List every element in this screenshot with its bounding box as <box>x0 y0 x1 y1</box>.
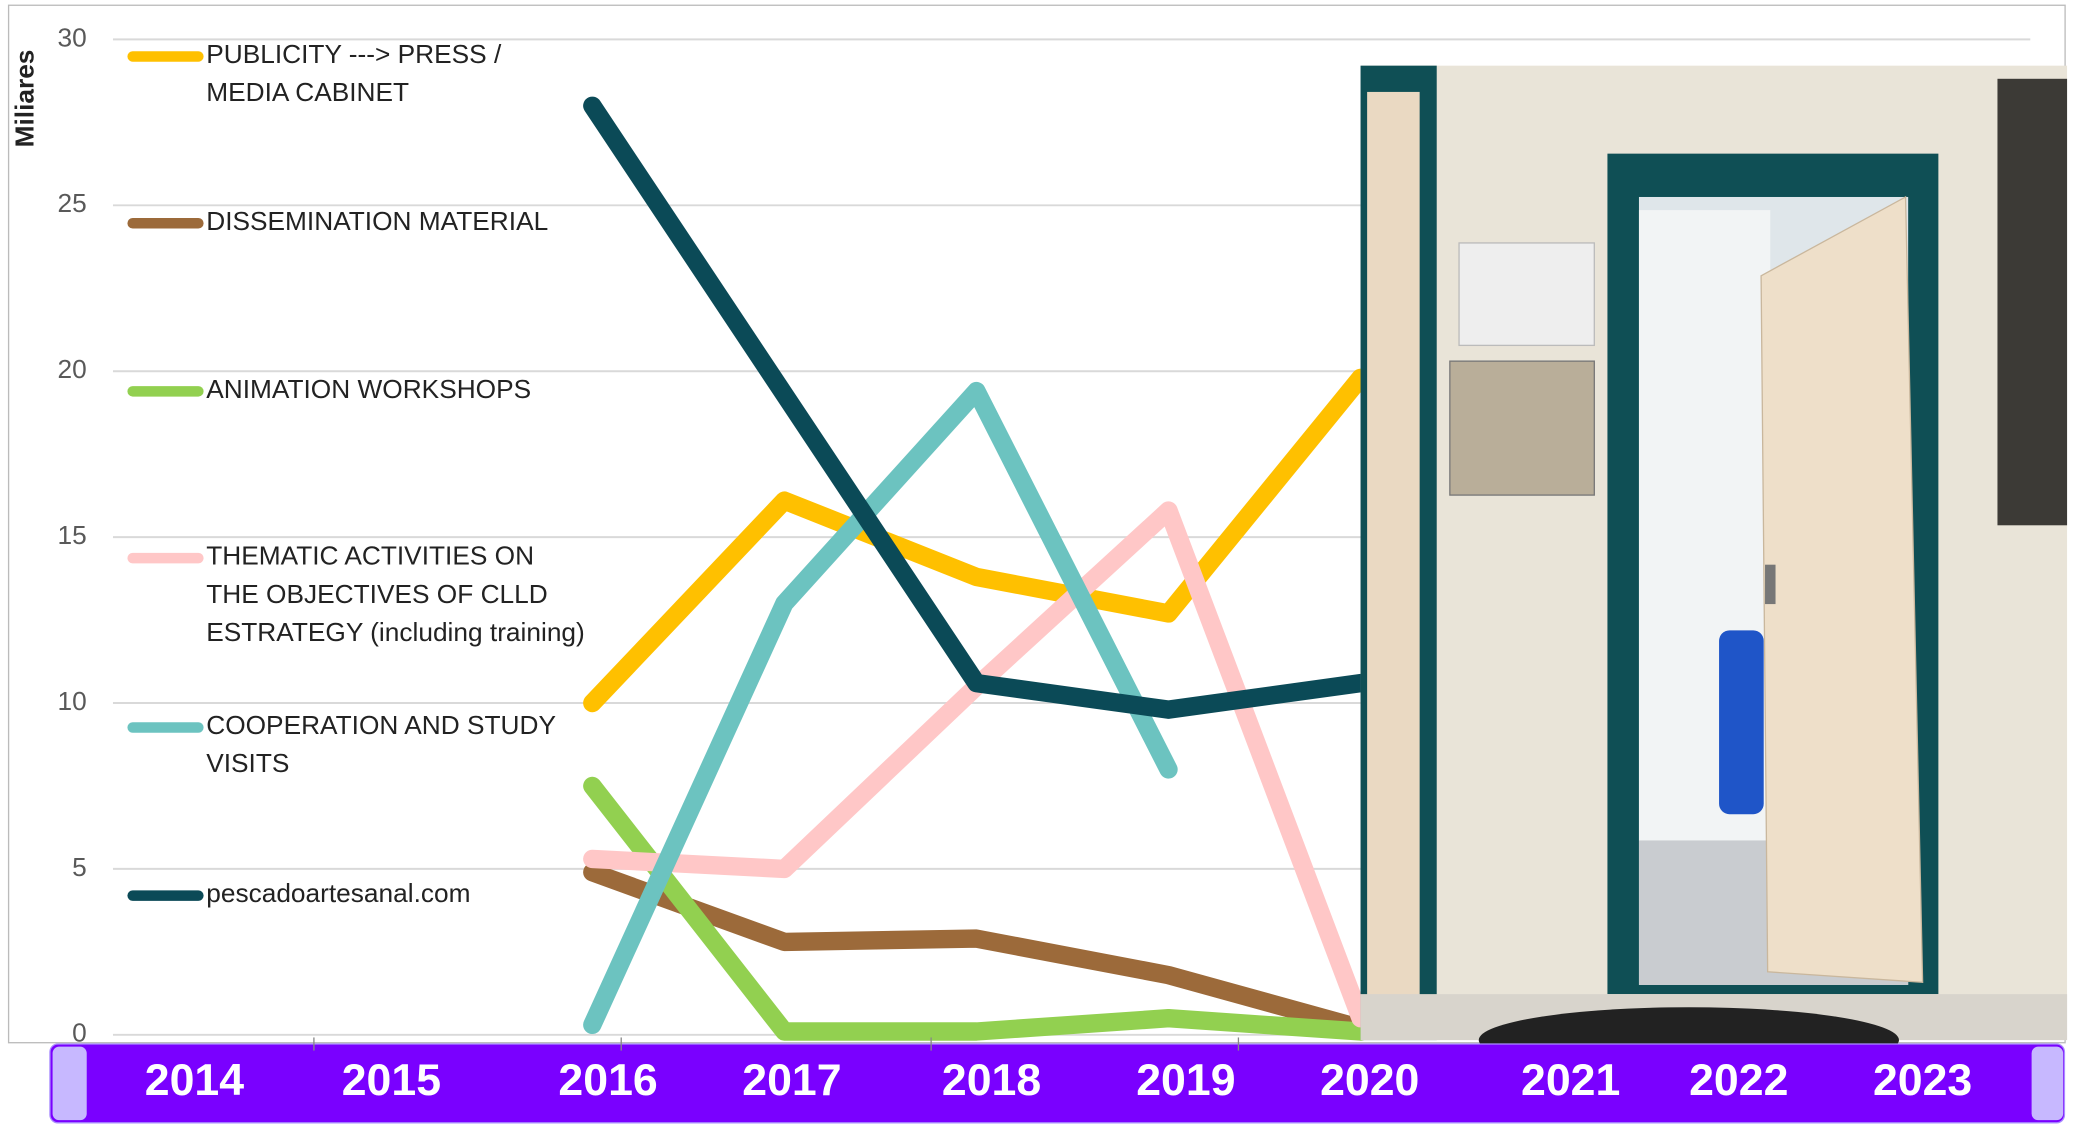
series-line <box>583 381 1178 1035</box>
timeline-bar <box>49 1043 2066 1124</box>
y-tick-label: 15 <box>58 520 87 550</box>
legend-label: pescadoartesanal.com <box>206 879 471 909</box>
timeline-year[interactable]: 2021 <box>1521 1056 1620 1105</box>
y-axis-title: Miliares <box>9 50 39 148</box>
legend-label: ANIMATION WORKSHOPS <box>206 375 532 405</box>
legend-entry: THEMATIC ACTIVITIES ON THE OBJECTIVES OF… <box>206 542 585 648</box>
series-line <box>583 863 1370 1038</box>
y-tick-label: 20 <box>58 354 87 384</box>
series-line <box>583 96 1370 719</box>
y-tick-label: 5 <box>72 852 87 882</box>
y-tick-label: 0 <box>72 1018 87 1048</box>
y-tick-label: 30 <box>58 22 87 52</box>
legend-label: DISSEMINATION MATERIAL <box>206 207 549 237</box>
timeline-year[interactable]: 2020 <box>1320 1056 1419 1105</box>
timeline-year[interactable]: 2019 <box>1136 1056 1235 1105</box>
legend-entry: COOPERATION AND STUDY VISITS <box>206 711 556 779</box>
legend-label: COOPERATION AND STUDY VISITS <box>206 711 556 779</box>
series-line <box>583 776 1370 1041</box>
timeline-year[interactable]: 2017 <box>742 1056 841 1105</box>
y-tick-label: 10 <box>58 686 87 716</box>
timeline-year[interactable]: 2014 <box>145 1056 244 1105</box>
timeline-year[interactable]: 2015 <box>342 1056 441 1105</box>
legend-entry: pescadoartesanal.com <box>206 879 471 909</box>
y-tick-label: 25 <box>58 188 87 218</box>
timeline-year[interactable]: 2018 <box>942 1056 1041 1105</box>
timeline-year[interactable]: 2016 <box>558 1056 657 1105</box>
timeline-handle-right[interactable] <box>2031 1046 2064 1121</box>
series-line <box>583 368 1370 713</box>
legend-entry: PUBLICITY ---> PRESS / MEDIA CABINET <box>206 40 502 108</box>
timeline-handle-left[interactable] <box>52 1046 87 1121</box>
photo <box>1360 65 2068 1073</box>
legend-label: PUBLICITY ---> PRESS / MEDIA CABINET <box>206 40 502 108</box>
timeline-year[interactable]: 2023 <box>1873 1056 1972 1105</box>
legend-entry: DISSEMINATION MATERIAL <box>206 207 549 237</box>
legend-label: THEMATIC ACTIVITIES ON THE OBJECTIVES OF… <box>206 542 585 648</box>
timeline-year[interactable]: 2022 <box>1689 1056 1788 1105</box>
timeline: 2014 2015 2016 2017 2018 2019 2020 2021 2022 2023 <box>49 1037 2066 1124</box>
legend-entry: ANIMATION WORKSHOPS <box>206 375 532 405</box>
